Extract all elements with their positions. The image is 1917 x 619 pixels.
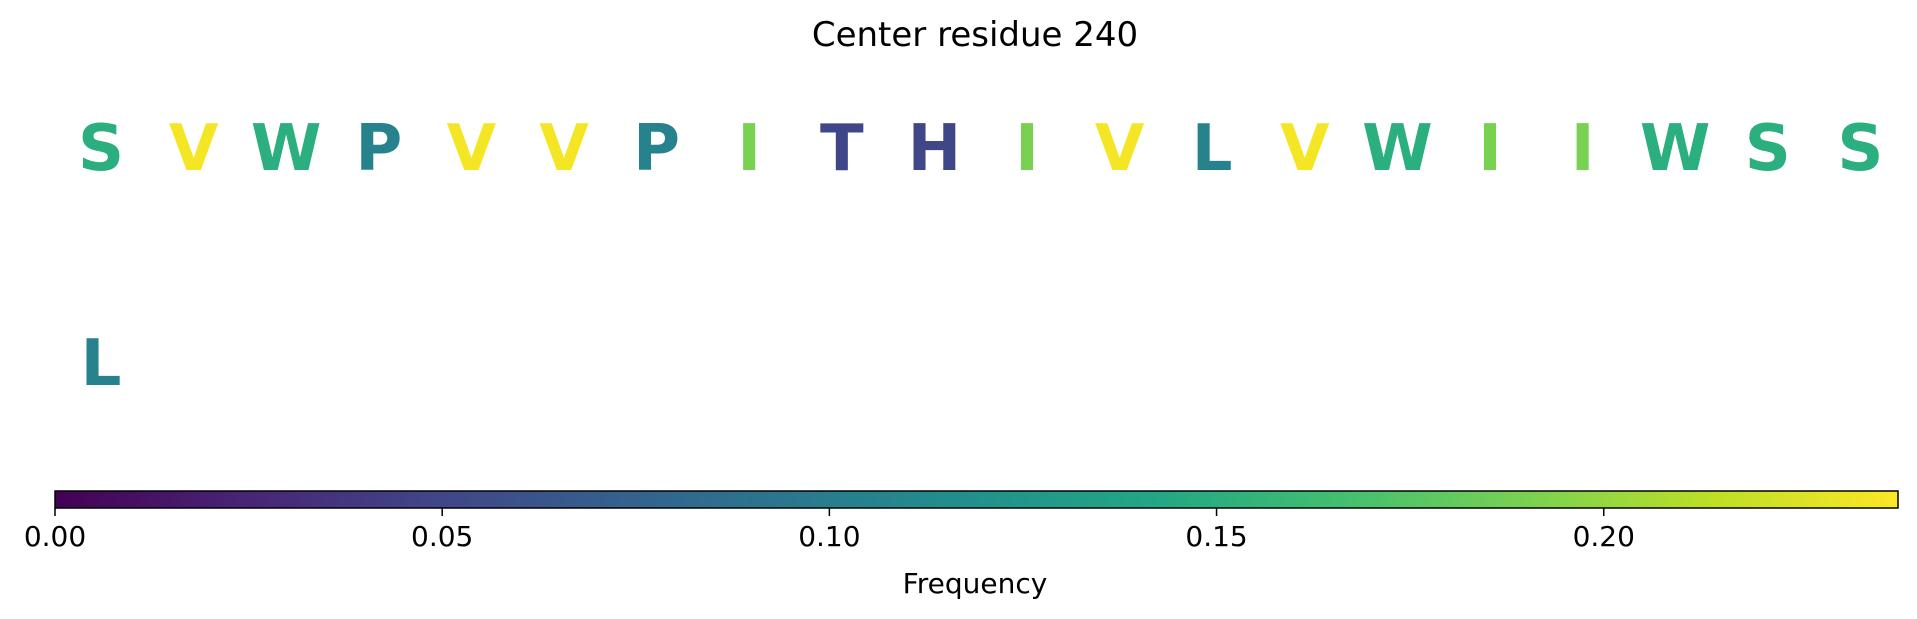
chart-title: Center residue 240: [812, 15, 1138, 55]
residue-letter: V: [1095, 112, 1145, 186]
residue-letter: W: [1640, 112, 1711, 186]
colorbar-label: Frequency: [903, 567, 1048, 600]
residue-letter: V: [169, 112, 219, 186]
residue-letter: L: [81, 327, 122, 401]
residue-letter: I: [1478, 112, 1502, 186]
residue-letter: S: [1745, 112, 1791, 186]
residue-grid: S V W P V V P I T H I V L V W I I W S SL: [78, 112, 1883, 401]
residue-letter: H: [908, 112, 962, 186]
colorbar: [54, 490, 1899, 509]
residue-letter: V: [447, 112, 497, 186]
colorbar-tick-label: 0.00: [24, 520, 86, 553]
residue-letter: T: [820, 112, 864, 186]
colorbar-ticks: 0.00 0.05 0.10 0.15 0.20: [24, 508, 1635, 553]
residue-letter: W: [251, 112, 322, 186]
colorbar-tick-label: 0.05: [411, 520, 473, 553]
colorbar-tick-label: 0.10: [798, 520, 860, 553]
residue-letter: W: [1362, 112, 1433, 186]
residue-letter: I: [737, 112, 761, 186]
residue-letter: P: [633, 112, 680, 186]
residue-letter: I: [1571, 112, 1595, 186]
residue-letter: S: [78, 112, 124, 186]
residue-letter: P: [355, 112, 402, 186]
residue-letter: S: [1837, 112, 1883, 186]
colorbar-tick-label: 0.15: [1185, 520, 1247, 553]
residue-letter: L: [1192, 112, 1233, 186]
residue-letter: I: [1015, 112, 1039, 186]
residue-letter: V: [539, 112, 589, 186]
residue-letter: V: [1280, 112, 1330, 186]
colorbar-tick-label: 0.20: [1573, 520, 1635, 553]
